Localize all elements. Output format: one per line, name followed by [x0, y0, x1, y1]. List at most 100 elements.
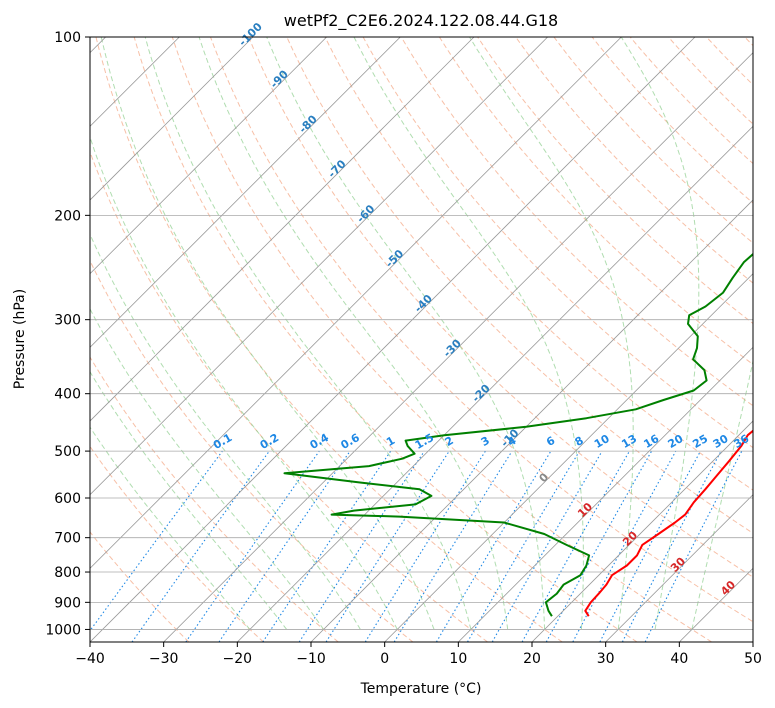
moist-adiabat: [620, 37, 700, 630]
isotherm: [90, 37, 327, 275]
moist-adiabat: [90, 135, 398, 630]
mixing-ratio-line: [621, 450, 722, 642]
isotherm-label: -70: [325, 157, 348, 180]
mixing-ratio-label: 2: [443, 434, 456, 449]
mixing-ratio-label: 0.2: [258, 431, 281, 452]
y-tick-label: 100: [54, 30, 81, 46]
dry-adiabat: [553, 37, 753, 244]
plot-frame: [89, 36, 754, 643]
dry-adiabat: [171, 37, 712, 642]
moist-adiabat: [90, 370, 288, 630]
mixing-ratio-label: 1: [384, 434, 397, 449]
y-tick-label: 900: [54, 595, 81, 611]
moist-adiabat: [266, 37, 546, 630]
isotherm: [384, 273, 753, 642]
x-tick-label: 30: [597, 651, 615, 667]
isotherm-label: 10: [575, 500, 595, 520]
y-tick-label: 500: [54, 444, 81, 460]
y-tick-label: 800: [54, 565, 81, 581]
dry-adiabat: [744, 37, 753, 47]
dry-adiabat: [248, 37, 753, 578]
isotherm: [605, 494, 753, 642]
mixing-ratio-label: 1.5: [413, 431, 436, 452]
x-tick-label: 40: [670, 651, 688, 667]
temperature-line: [584, 429, 753, 617]
isotherm-label: -60: [354, 202, 377, 225]
y-tick-label: 700: [54, 531, 81, 547]
dry-adiabat: [95, 37, 563, 642]
dry-adiabat: [90, 531, 190, 642]
dry-adiabat: [90, 150, 488, 642]
mixing-ratio-label: 0.1: [211, 431, 234, 452]
isotherm: [90, 37, 401, 348]
x-tick-label: −40: [75, 651, 105, 667]
x-tick-label: 10: [449, 651, 467, 667]
dry-adiabat: [591, 37, 753, 204]
dry-adiabat: [706, 37, 753, 86]
y-axis: 100 200 300 400 500 600 700 800 900 1000: [45, 30, 90, 638]
plot-background: [90, 37, 753, 642]
isotherm: [90, 37, 548, 496]
dry-adiabat: [400, 37, 753, 407]
mixing-ratio-line: [262, 450, 392, 642]
y-tick-label: 300: [54, 313, 81, 329]
chart-title: wetPf2_C2E6.2024.122.08.44.G18: [284, 11, 558, 31]
dry-adiabat: [324, 37, 753, 491]
mixing-ratio-line: [521, 450, 630, 642]
y-tick-label: 600: [54, 491, 81, 507]
isotherm-label: -90: [268, 67, 291, 90]
x-axis-label: Temperature (°C): [360, 681, 482, 697]
dry-adiabat: [133, 37, 638, 642]
mixing-ratio-line: [435, 450, 552, 642]
mixing-ratio-label: 20: [666, 432, 686, 451]
mixing-ratio-line: [298, 450, 425, 642]
isotherm: [90, 37, 622, 569]
isotherm: [90, 37, 475, 422]
x-tick-label: 20: [523, 651, 541, 667]
mixing-ratio-line: [185, 450, 320, 642]
x-tick-label: 50: [744, 651, 762, 667]
moist-adiabat: [353, 37, 584, 630]
mixing-ratio-line: [599, 450, 701, 642]
mixing-ratio-line: [545, 450, 653, 642]
dry-adiabat: [362, 37, 753, 449]
moist-adiabat: [100, 37, 435, 630]
isotherm: [679, 567, 753, 642]
y-tick-label: 200: [54, 208, 81, 224]
isotherm-label: -50: [383, 247, 406, 270]
isotherm: [310, 199, 753, 642]
mixing-ratio-label: 10: [592, 432, 612, 451]
y-axis-label: Pressure (hPa): [12, 289, 28, 389]
isotherm: [90, 37, 254, 201]
isotherm-label: 40: [718, 578, 738, 598]
x-tick-label: −20: [223, 651, 253, 667]
dry-adiabat: [90, 356, 339, 642]
mixing-ratio-label: 16: [641, 432, 661, 451]
isotherm: [90, 37, 696, 642]
isotherm: [237, 125, 753, 642]
mixing-ratio-line: [131, 450, 270, 642]
isotherm-label: -40: [412, 292, 435, 315]
moist-adiabat: [691, 358, 753, 630]
dry-adiabat: [668, 37, 753, 125]
moist-adiabat: [90, 308, 325, 630]
mixing-ratio-label: 0.4: [308, 431, 332, 452]
x-tick-label: −10: [296, 651, 326, 667]
plot-series: [283, 252, 753, 617]
mixing-ratio-label: 0.6: [338, 431, 362, 452]
isotherm: [531, 420, 753, 642]
x-tick-label: −30: [149, 651, 179, 667]
mixing-ratio-line: [393, 450, 513, 642]
dry-adiabat: [90, 445, 264, 642]
x-tick-label: 0: [380, 651, 389, 667]
mixing-ratio-line: [467, 450, 580, 642]
isotherm: [163, 52, 753, 642]
mixing-ratio-label: 13: [619, 432, 639, 451]
mixing-ratio-line: [325, 450, 450, 642]
dry-adiabat: [438, 37, 753, 365]
isotherm: [458, 346, 753, 642]
mixing-ratio-line: [572, 450, 677, 642]
isotherm: [752, 641, 753, 642]
isotherm-label: -80: [297, 112, 320, 135]
